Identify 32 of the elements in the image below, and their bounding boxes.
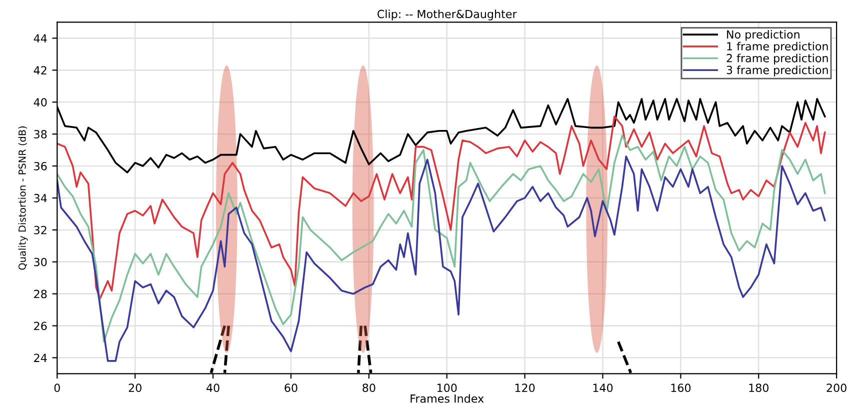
x-tick-label: 140 <box>593 384 613 392</box>
y-tick-label: 34 <box>34 194 47 202</box>
x-tick-label: 200 <box>826 384 846 392</box>
x-tick-label: 20 <box>128 384 142 392</box>
x-tick-label: 60 <box>284 384 298 392</box>
x-tick-label: 120 <box>515 384 535 392</box>
y-tick-label: 36 <box>34 162 47 170</box>
legend-label: 1 frame prediction <box>727 42 828 53</box>
y-tick-label: 26 <box>34 322 47 330</box>
y-tick-label: 44 <box>34 34 47 42</box>
x-tick-label: 80 <box>362 384 376 392</box>
y-axis-title: Quality Distortion - PSNR (dB) <box>18 126 28 270</box>
line-series <box>57 116 826 300</box>
legend-label: 2 frame prediction <box>726 54 828 64</box>
y-tick-label: 42 <box>34 66 46 74</box>
legend-label: 3 frame prediction <box>726 66 828 76</box>
y-tick-label: 40 <box>34 98 47 106</box>
y-tick-label: 32 <box>34 226 46 234</box>
y-tick-label: 28 <box>34 290 47 298</box>
y-tick-label: 38 <box>34 130 47 138</box>
y-tick-label: 30 <box>34 258 47 266</box>
x-tick-label: 160 <box>671 384 691 392</box>
x-tick-label: 0 <box>54 384 60 392</box>
chart-title: Clip: -- Mother&Daughter <box>378 10 517 20</box>
x-axis-title: Frames Index <box>410 394 484 403</box>
y-tick-label: 24 <box>34 354 47 362</box>
x-tick-label: 100 <box>437 384 457 392</box>
line-series <box>57 134 826 343</box>
x-tick-label: 40 <box>206 384 220 392</box>
legend-label: No prediction <box>727 30 800 41</box>
line-series <box>57 156 826 362</box>
x-tick-label: 180 <box>749 384 768 392</box>
